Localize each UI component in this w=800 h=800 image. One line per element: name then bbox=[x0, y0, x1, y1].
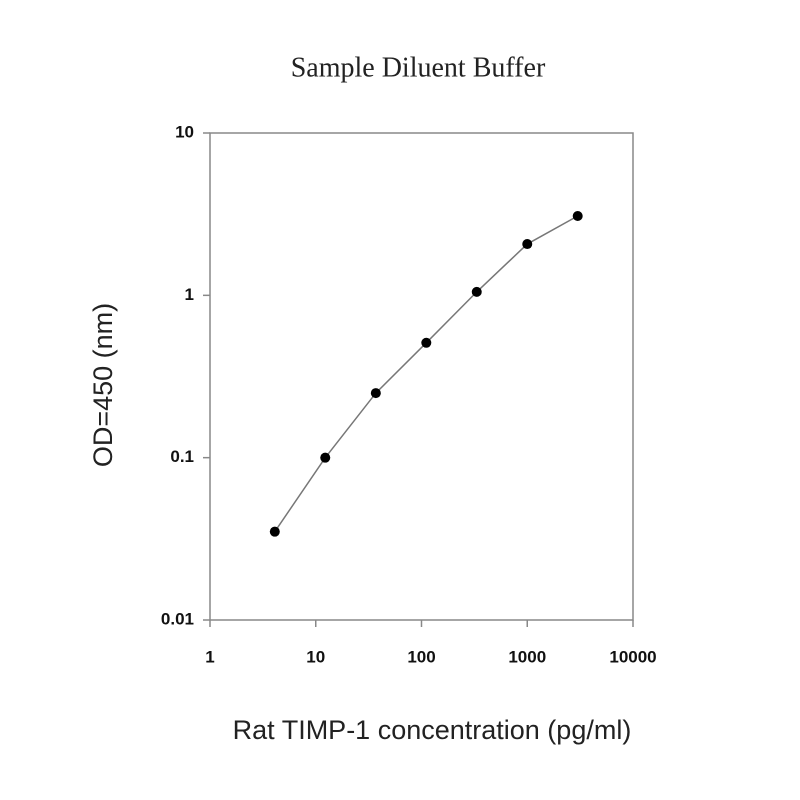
x-axis-label: Rat TIMP-1 concentration (pg/ml) bbox=[233, 715, 632, 745]
y-tick-label: 1 bbox=[185, 285, 194, 304]
data-point bbox=[320, 452, 331, 463]
y-axis-label: OD=450 (nm) bbox=[88, 303, 118, 467]
y-tick-label: 10 bbox=[175, 122, 194, 141]
data-point bbox=[471, 286, 482, 297]
x-tick-label: 10000 bbox=[609, 647, 656, 666]
x-tick-label: 10 bbox=[306, 647, 325, 666]
data-point bbox=[572, 211, 583, 222]
data-point bbox=[522, 239, 533, 250]
data-point bbox=[269, 526, 280, 537]
data-line bbox=[274, 215, 579, 533]
chart-title: Sample Diluent Buffer bbox=[291, 52, 546, 83]
y-tick-label: 0.1 bbox=[170, 447, 194, 466]
x-tick-label: 100 bbox=[407, 647, 435, 666]
x-tick-label: 1000 bbox=[508, 647, 546, 666]
plot-frame bbox=[209, 132, 634, 621]
data-point bbox=[421, 337, 432, 348]
y-tick-label: 0.01 bbox=[161, 609, 194, 628]
x-tick-label: 1 bbox=[205, 647, 214, 666]
data-point bbox=[370, 388, 381, 399]
